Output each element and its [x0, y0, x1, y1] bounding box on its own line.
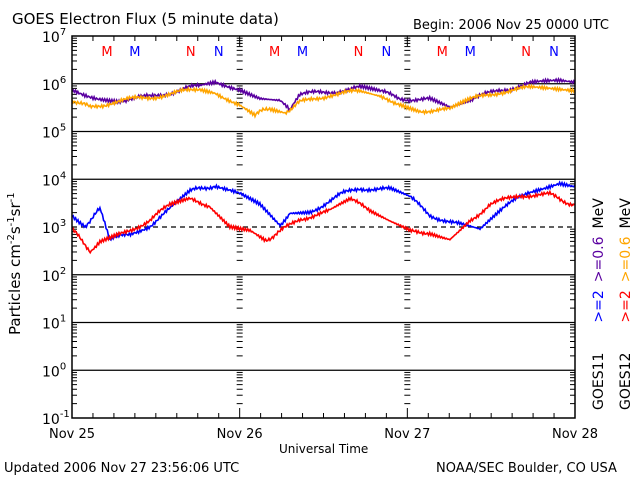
series-line-goes12-2-mev — [71, 189, 576, 255]
y-tick-labels: 107 106 105 104 103 102 101 100 10-1 — [42, 27, 70, 428]
x-tick-label: Nov 26 — [217, 427, 263, 442]
series-line-goes11-2-mev — [71, 180, 576, 242]
satellite-marker: N — [214, 45, 224, 60]
y-tick-label: 102 — [42, 266, 66, 285]
satellite-marker: M — [297, 45, 308, 60]
legend: GOES11>=2>=0.6MeV GOES12>=2>=0.6MeV — [591, 198, 634, 410]
y-tick-label: 103 — [42, 218, 66, 237]
x-tick-label: Nov 27 — [384, 427, 430, 442]
y-tick-label: 101 — [42, 314, 66, 333]
credit-text: NOAA/SEC Boulder, CO USA — [436, 461, 617, 476]
x-tick-label: Nov 28 — [552, 427, 598, 442]
plot-frame — [71, 35, 576, 419]
y-tick-label: 100 — [42, 361, 66, 380]
grid — [71, 36, 576, 418]
legend-goes12: GOES12>=2>=0.6MeV — [618, 198, 634, 410]
satellite-marker: N — [549, 45, 559, 60]
satellite-marker: N — [186, 45, 196, 60]
y-tick-label: 104 — [42, 170, 66, 189]
satellite-marker: N — [354, 45, 364, 60]
series-line-goes12-0-6-mev — [71, 83, 576, 119]
satellite-marker: M — [465, 45, 476, 60]
satellite-marker: M — [269, 45, 280, 60]
begin-label: Begin: 2006 Nov 25 0000 UTC — [413, 18, 609, 33]
legend-goes11: GOES11>=2>=0.6MeV — [591, 198, 607, 410]
series-lines — [71, 76, 576, 255]
y-tick-label: 10-1 — [42, 409, 70, 428]
y-tick-label: 106 — [42, 75, 66, 94]
x-tick-labels: Nov 25 Nov 26 Nov 27 Nov 28 — [49, 427, 598, 442]
satellite-marker: N — [521, 45, 531, 60]
series-line-goes11-0-6-mev — [71, 76, 576, 112]
x-axis-label: Universal Time — [279, 442, 368, 456]
x-tick-label: Nov 25 — [49, 427, 95, 442]
satellite-marker: M — [101, 45, 112, 60]
chart-title: GOES Electron Flux (5 minute data) — [12, 10, 279, 28]
y-tick-label: 105 — [42, 123, 66, 142]
y-axis-label: Particles cm-2s-1sr-1 — [6, 192, 24, 335]
satellite-marker: M — [129, 45, 140, 60]
satellite-marker: N — [382, 45, 392, 60]
updated-timestamp: Updated 2006 Nov 27 23:56:06 UTC — [4, 461, 239, 476]
y-tick-label: 107 — [42, 27, 66, 46]
satellite-marker: M — [437, 45, 448, 60]
